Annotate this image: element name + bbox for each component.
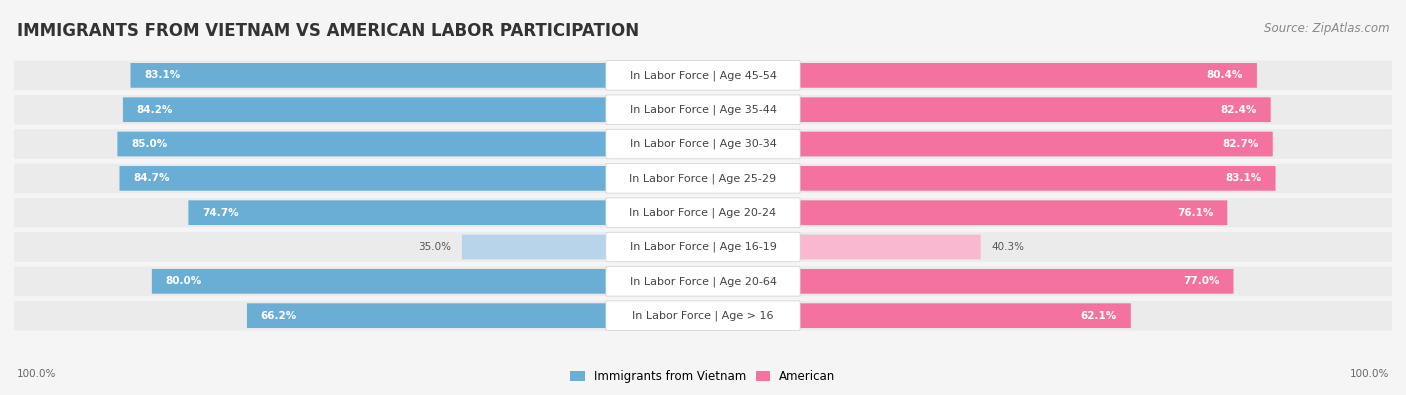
Text: In Labor Force | Age 20-64: In Labor Force | Age 20-64	[630, 276, 776, 287]
FancyBboxPatch shape	[606, 198, 800, 228]
Text: 35.0%: 35.0%	[419, 242, 451, 252]
FancyBboxPatch shape	[703, 200, 1227, 225]
FancyBboxPatch shape	[122, 97, 703, 122]
FancyBboxPatch shape	[118, 132, 703, 156]
Text: In Labor Force | Age 20-24: In Labor Force | Age 20-24	[630, 207, 776, 218]
FancyBboxPatch shape	[703, 132, 1272, 156]
FancyBboxPatch shape	[131, 63, 703, 88]
FancyBboxPatch shape	[703, 235, 980, 260]
FancyBboxPatch shape	[606, 129, 800, 159]
FancyBboxPatch shape	[703, 63, 1257, 88]
FancyBboxPatch shape	[14, 301, 1392, 331]
Text: In Labor Force | Age 25-29: In Labor Force | Age 25-29	[630, 173, 776, 184]
Text: In Labor Force | Age 30-34: In Labor Force | Age 30-34	[630, 139, 776, 149]
Text: 77.0%: 77.0%	[1184, 276, 1220, 286]
Text: 76.1%: 76.1%	[1177, 208, 1213, 218]
Text: 74.7%: 74.7%	[202, 208, 239, 218]
FancyBboxPatch shape	[152, 269, 703, 294]
FancyBboxPatch shape	[703, 269, 1233, 294]
FancyBboxPatch shape	[606, 95, 800, 124]
Text: In Labor Force | Age 45-54: In Labor Force | Age 45-54	[630, 70, 776, 81]
FancyBboxPatch shape	[247, 303, 703, 328]
Text: 82.7%: 82.7%	[1223, 139, 1258, 149]
FancyBboxPatch shape	[14, 198, 1392, 228]
Text: 82.4%: 82.4%	[1220, 105, 1257, 115]
FancyBboxPatch shape	[703, 97, 1271, 122]
Text: 83.1%: 83.1%	[145, 70, 180, 80]
Text: 85.0%: 85.0%	[131, 139, 167, 149]
Legend: Immigrants from Vietnam, American: Immigrants from Vietnam, American	[571, 370, 835, 383]
FancyBboxPatch shape	[14, 95, 1392, 124]
FancyBboxPatch shape	[606, 164, 800, 193]
Text: In Labor Force | Age 16-19: In Labor Force | Age 16-19	[630, 242, 776, 252]
FancyBboxPatch shape	[120, 166, 703, 191]
FancyBboxPatch shape	[703, 303, 1130, 328]
Text: 83.1%: 83.1%	[1226, 173, 1261, 183]
FancyBboxPatch shape	[14, 60, 1392, 90]
FancyBboxPatch shape	[606, 232, 800, 262]
Text: 100.0%: 100.0%	[1350, 369, 1389, 379]
FancyBboxPatch shape	[14, 129, 1392, 159]
FancyBboxPatch shape	[14, 267, 1392, 296]
Text: In Labor Force | Age 35-44: In Labor Force | Age 35-44	[630, 104, 776, 115]
FancyBboxPatch shape	[606, 301, 800, 331]
Text: 66.2%: 66.2%	[260, 311, 297, 321]
Text: 84.2%: 84.2%	[136, 105, 173, 115]
Text: 84.7%: 84.7%	[134, 173, 170, 183]
Text: 100.0%: 100.0%	[17, 369, 56, 379]
FancyBboxPatch shape	[606, 267, 800, 296]
Text: IMMIGRANTS FROM VIETNAM VS AMERICAN LABOR PARTICIPATION: IMMIGRANTS FROM VIETNAM VS AMERICAN LABO…	[17, 22, 638, 40]
FancyBboxPatch shape	[14, 232, 1392, 262]
FancyBboxPatch shape	[463, 235, 703, 260]
Text: Source: ZipAtlas.com: Source: ZipAtlas.com	[1264, 22, 1389, 35]
Text: 80.0%: 80.0%	[166, 276, 202, 286]
FancyBboxPatch shape	[188, 200, 703, 225]
Text: 80.4%: 80.4%	[1206, 70, 1243, 80]
FancyBboxPatch shape	[606, 60, 800, 90]
Text: 40.3%: 40.3%	[991, 242, 1024, 252]
FancyBboxPatch shape	[703, 166, 1275, 191]
Text: 62.1%: 62.1%	[1081, 311, 1116, 321]
FancyBboxPatch shape	[14, 164, 1392, 193]
Text: In Labor Force | Age > 16: In Labor Force | Age > 16	[633, 310, 773, 321]
